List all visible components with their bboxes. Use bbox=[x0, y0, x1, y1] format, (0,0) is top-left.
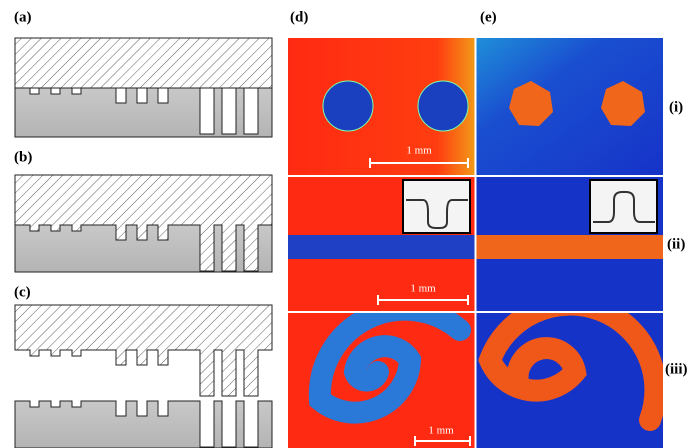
replica bbox=[15, 305, 272, 396]
hole bbox=[323, 81, 373, 131]
mask bbox=[15, 38, 272, 88]
figure: 1 mm 1 mm 1 mm (a) (b) (c) (d) (e) (i) (… bbox=[0, 0, 694, 448]
substrate bbox=[15, 401, 272, 448]
line bbox=[288, 235, 475, 259]
panel-label: (c) bbox=[14, 284, 31, 300]
panel-label: (e) bbox=[480, 9, 497, 25]
panel-label: (b) bbox=[14, 149, 32, 165]
scale-label: 1 mm bbox=[428, 425, 454, 437]
hole bbox=[418, 81, 468, 131]
row-label: (i) bbox=[669, 99, 683, 115]
scale-label: 1 mm bbox=[406, 145, 432, 157]
row-label: (iii) bbox=[665, 361, 688, 377]
panel-label: (a) bbox=[14, 9, 32, 25]
image-panels: 1 mm 1 mm 1 mm bbox=[288, 38, 663, 448]
substrate bbox=[15, 88, 272, 137]
inset bbox=[403, 180, 470, 233]
line bbox=[476, 235, 663, 259]
scale-label: 1 mm bbox=[410, 283, 436, 295]
panel-label: (d) bbox=[290, 9, 308, 25]
schematics bbox=[15, 38, 272, 448]
inset bbox=[590, 180, 657, 233]
row-label: (ii) bbox=[667, 236, 685, 252]
